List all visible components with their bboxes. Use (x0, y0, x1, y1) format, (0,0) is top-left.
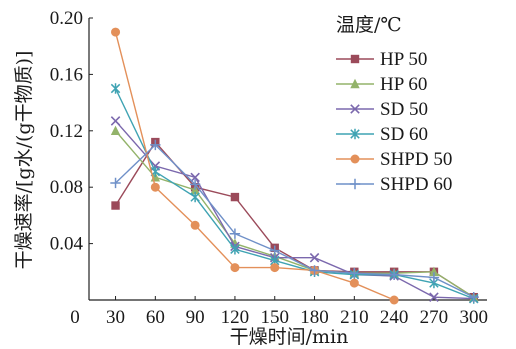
data-point-shpd-60 (428, 272, 440, 283)
legend-marker-shpd-60 (349, 178, 361, 190)
y-tick-label: 0.08 (50, 177, 83, 198)
data-point-sd-50 (309, 252, 320, 263)
legend-entry-shpd-50: SHPD 50 (336, 149, 452, 170)
data-point-shpd-60 (110, 177, 121, 189)
x-tick-label: 90 (186, 307, 205, 328)
data-point-sd-60 (230, 244, 240, 255)
legend-label-hp-60: HP 60 (380, 74, 427, 95)
data-point-sd-50 (190, 172, 200, 183)
data-point-shpd-60 (150, 139, 161, 151)
legend-label-sd-50: SD 50 (380, 99, 428, 120)
y-tick-label: 0.04 (50, 234, 84, 255)
legend-entry-hp-60: HP 60 (336, 74, 427, 95)
data-point-shpd-50 (230, 263, 240, 273)
data-point-shpd-50 (389, 295, 399, 305)
x-tick-label: 210 (340, 307, 369, 328)
legend-marker-shpd-50 (350, 154, 360, 164)
legend-label-sd-60: SD 60 (380, 124, 428, 145)
series-line-sd-50 (115, 120, 474, 300)
x-axis-title: 干燥时间/min (230, 326, 349, 348)
data-point-hp-60 (429, 266, 439, 276)
legend-label-shpd-60: SHPD 60 (380, 174, 452, 195)
data-point-shpd-60 (229, 228, 241, 239)
legend-entry-sd-60: SD 60 (336, 124, 428, 145)
legend-marker-hp-60 (350, 78, 360, 89)
legend-entry-sd-50: SD 50 (336, 99, 428, 120)
y-tick-label: 0.20 (50, 8, 83, 29)
series-shpd-60 (110, 139, 479, 303)
y-tick-label: 0.16 (50, 64, 83, 85)
data-point-sd-50 (110, 116, 121, 126)
series-line-sd-60 (114, 88, 474, 300)
series-lines (110, 27, 479, 305)
data-point-shpd-60 (468, 291, 479, 303)
data-point-shpd-50 (349, 278, 359, 288)
y-axis-title: 干燥速率/[g水/(g干物质)] (13, 51, 35, 270)
data-point-hp-60 (110, 125, 121, 135)
legend-entry-hp-50: HP 50 (336, 49, 427, 70)
data-point-shpd-50 (270, 263, 280, 273)
series-line-shpd-60 (115, 143, 475, 298)
legend-marker-hp-50 (350, 54, 360, 64)
x-tick-label: 60 (146, 307, 165, 328)
legend-title: 温度/℃ (336, 14, 402, 36)
x-tick-label: 240 (380, 307, 409, 328)
data-point-hp-50 (230, 192, 240, 202)
x-tick-label: 30 (106, 307, 125, 328)
series-line-shpd-50 (114, 31, 395, 301)
data-point-shpd-50 (150, 182, 160, 192)
x-tick-label: 270 (420, 307, 449, 328)
data-point-shpd-60 (189, 179, 201, 190)
data-point-hp-50 (111, 201, 120, 210)
x-tick-label: 0 (70, 307, 80, 328)
series-shpd-50 (111, 27, 399, 305)
data-point-shpd-60 (309, 265, 320, 276)
data-point-shpd-50 (111, 27, 121, 37)
data-point-sd-50 (429, 292, 439, 302)
data-point-shpd-60 (388, 269, 400, 280)
data-point-sd-60 (190, 191, 200, 203)
legend: 温度/℃ HP 50 HP 60 SD 50 SD 60 SHPD 50 SHPD 60 (336, 14, 452, 195)
y-tick-label: 0.12 (50, 121, 83, 142)
legend-marker-sd-50 (350, 104, 360, 114)
x-tick-label: 180 (300, 307, 329, 328)
tick-labels: 0 30 60 90 120 150 180 210 240 270 300 0.04 0.08 0.12… (50, 8, 488, 328)
data-point-shpd-60 (349, 268, 360, 279)
legend-label-shpd-50: SHPD 50 (380, 149, 452, 170)
legend-marker-sd-60 (350, 128, 360, 140)
x-tick-label: 300 (459, 307, 488, 328)
data-point-shpd-60 (269, 245, 280, 256)
data-point-shpd-50 (190, 220, 200, 230)
x-tick-label: 120 (221, 307, 250, 328)
legend-label-hp-50: HP 50 (380, 49, 427, 70)
x-tick-label: 150 (260, 307, 289, 328)
data-point-sd-60 (110, 83, 121, 94)
legend-entry-shpd-60: SHPD 60 (336, 174, 452, 195)
